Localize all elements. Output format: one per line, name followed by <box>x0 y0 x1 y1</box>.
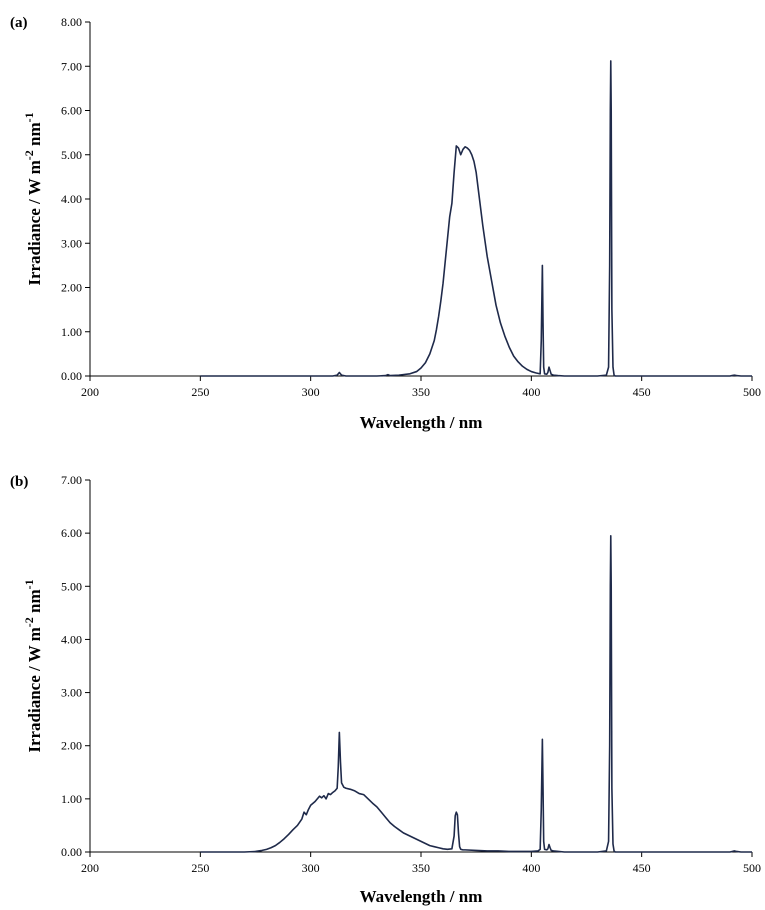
y-axis-title-mid: nm <box>25 122 44 150</box>
panel-b: (b) 0.00 1.00 2.00 3.00 4.00 5.00 6.00 7.00 200 25… <box>10 473 761 906</box>
y-tick-label: 6.00 <box>61 104 82 118</box>
spectrum-line <box>200 534 752 853</box>
x-tick-label: 400 <box>522 385 540 399</box>
y-tick-label: 7.00 <box>61 59 82 73</box>
y-tick-label: 8.00 <box>61 15 82 29</box>
panel-label: (a) <box>10 15 28 31</box>
y-tick-label: 7.00 <box>61 473 82 487</box>
y-axis-title: Irradiance / W m-2 nm-1 <box>22 579 44 752</box>
y-axis-title-sup: -1 <box>22 112 36 122</box>
y-tick-label: 0.00 <box>61 845 82 859</box>
x-axis-title: Wavelength / nm <box>360 887 483 906</box>
y-axis-title: Irradiance / W m-2 nm-1 <box>22 112 44 285</box>
y-axis-title-mid: nm <box>25 589 44 617</box>
x-tick-label: 500 <box>743 385 761 399</box>
panel-label: (b) <box>10 474 28 490</box>
x-tick-label: 350 <box>412 861 430 875</box>
y-tick-label: 3.00 <box>61 236 82 250</box>
spectrum-line <box>200 60 752 377</box>
y-axis-title-main: Irradiance / W m <box>25 627 44 752</box>
x-tick-label: 250 <box>191 861 209 875</box>
y-tick-label: 4.00 <box>61 192 82 206</box>
x-tick-label: 500 <box>743 861 761 875</box>
y-tick-label: 2.00 <box>61 739 82 753</box>
y-axis-title-sup: -1 <box>22 579 36 589</box>
y-tick-label: 0.00 <box>61 369 82 383</box>
y-tick-label: 1.00 <box>61 792 82 806</box>
y-tick-label: 3.00 <box>61 686 82 700</box>
x-tick-label: 250 <box>191 385 209 399</box>
y-tick-label: 5.00 <box>61 579 82 593</box>
x-tick-label: 350 <box>412 385 430 399</box>
x-tick-label: 450 <box>633 385 651 399</box>
x-tick-label: 450 <box>633 861 651 875</box>
y-tick-label: 6.00 <box>61 526 82 540</box>
x-tick-label: 200 <box>81 385 99 399</box>
x-axis-title: Wavelength / nm <box>360 413 483 432</box>
y-tick-label: 5.00 <box>61 148 82 162</box>
x-tick-label: 400 <box>522 861 540 875</box>
y-axis-title-sup: -2 <box>22 150 36 160</box>
x-tick-label: 300 <box>302 385 320 399</box>
x-tick-label: 200 <box>81 861 99 875</box>
y-tick-label: 2.00 <box>61 281 82 295</box>
y-tick-label: 4.00 <box>61 632 82 646</box>
y-axis-title-main: Irradiance / W m <box>25 160 44 285</box>
x-tick-label: 300 <box>302 861 320 875</box>
y-axis-title-sup: -2 <box>22 617 36 627</box>
panel-a: (a) 0.00 1.00 2.00 3.00 4.00 5.00 6.00 7.00 8.00 2… <box>10 15 761 432</box>
y-tick-label: 1.00 <box>61 325 82 339</box>
